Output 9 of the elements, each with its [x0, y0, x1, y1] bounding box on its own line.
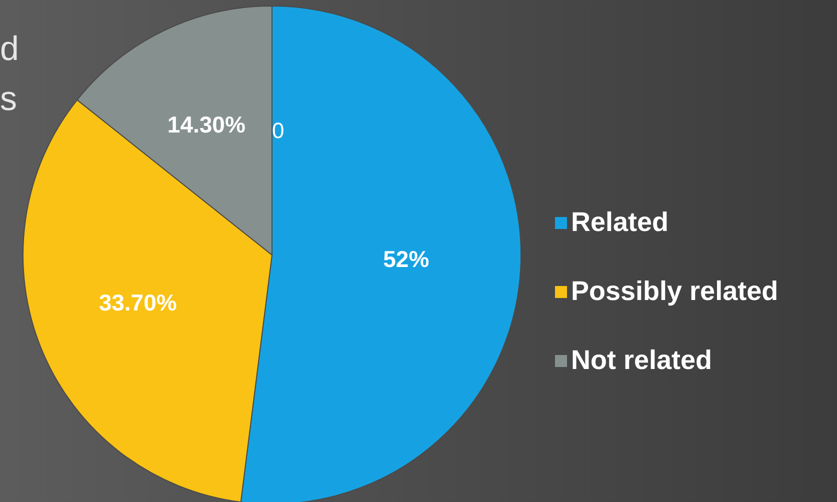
text: d	[0, 30, 19, 68]
data-label: 52%	[383, 246, 430, 272]
text: s	[0, 80, 17, 118]
data-label: 33.70%	[98, 290, 177, 316]
data-label: 14.30%	[167, 111, 246, 138]
legend-label: Possibly related	[571, 276, 778, 307]
slice-label: Related	[571, 207, 669, 238]
legend-label: Not related	[571, 345, 712, 376]
text: 0	[272, 118, 284, 143]
